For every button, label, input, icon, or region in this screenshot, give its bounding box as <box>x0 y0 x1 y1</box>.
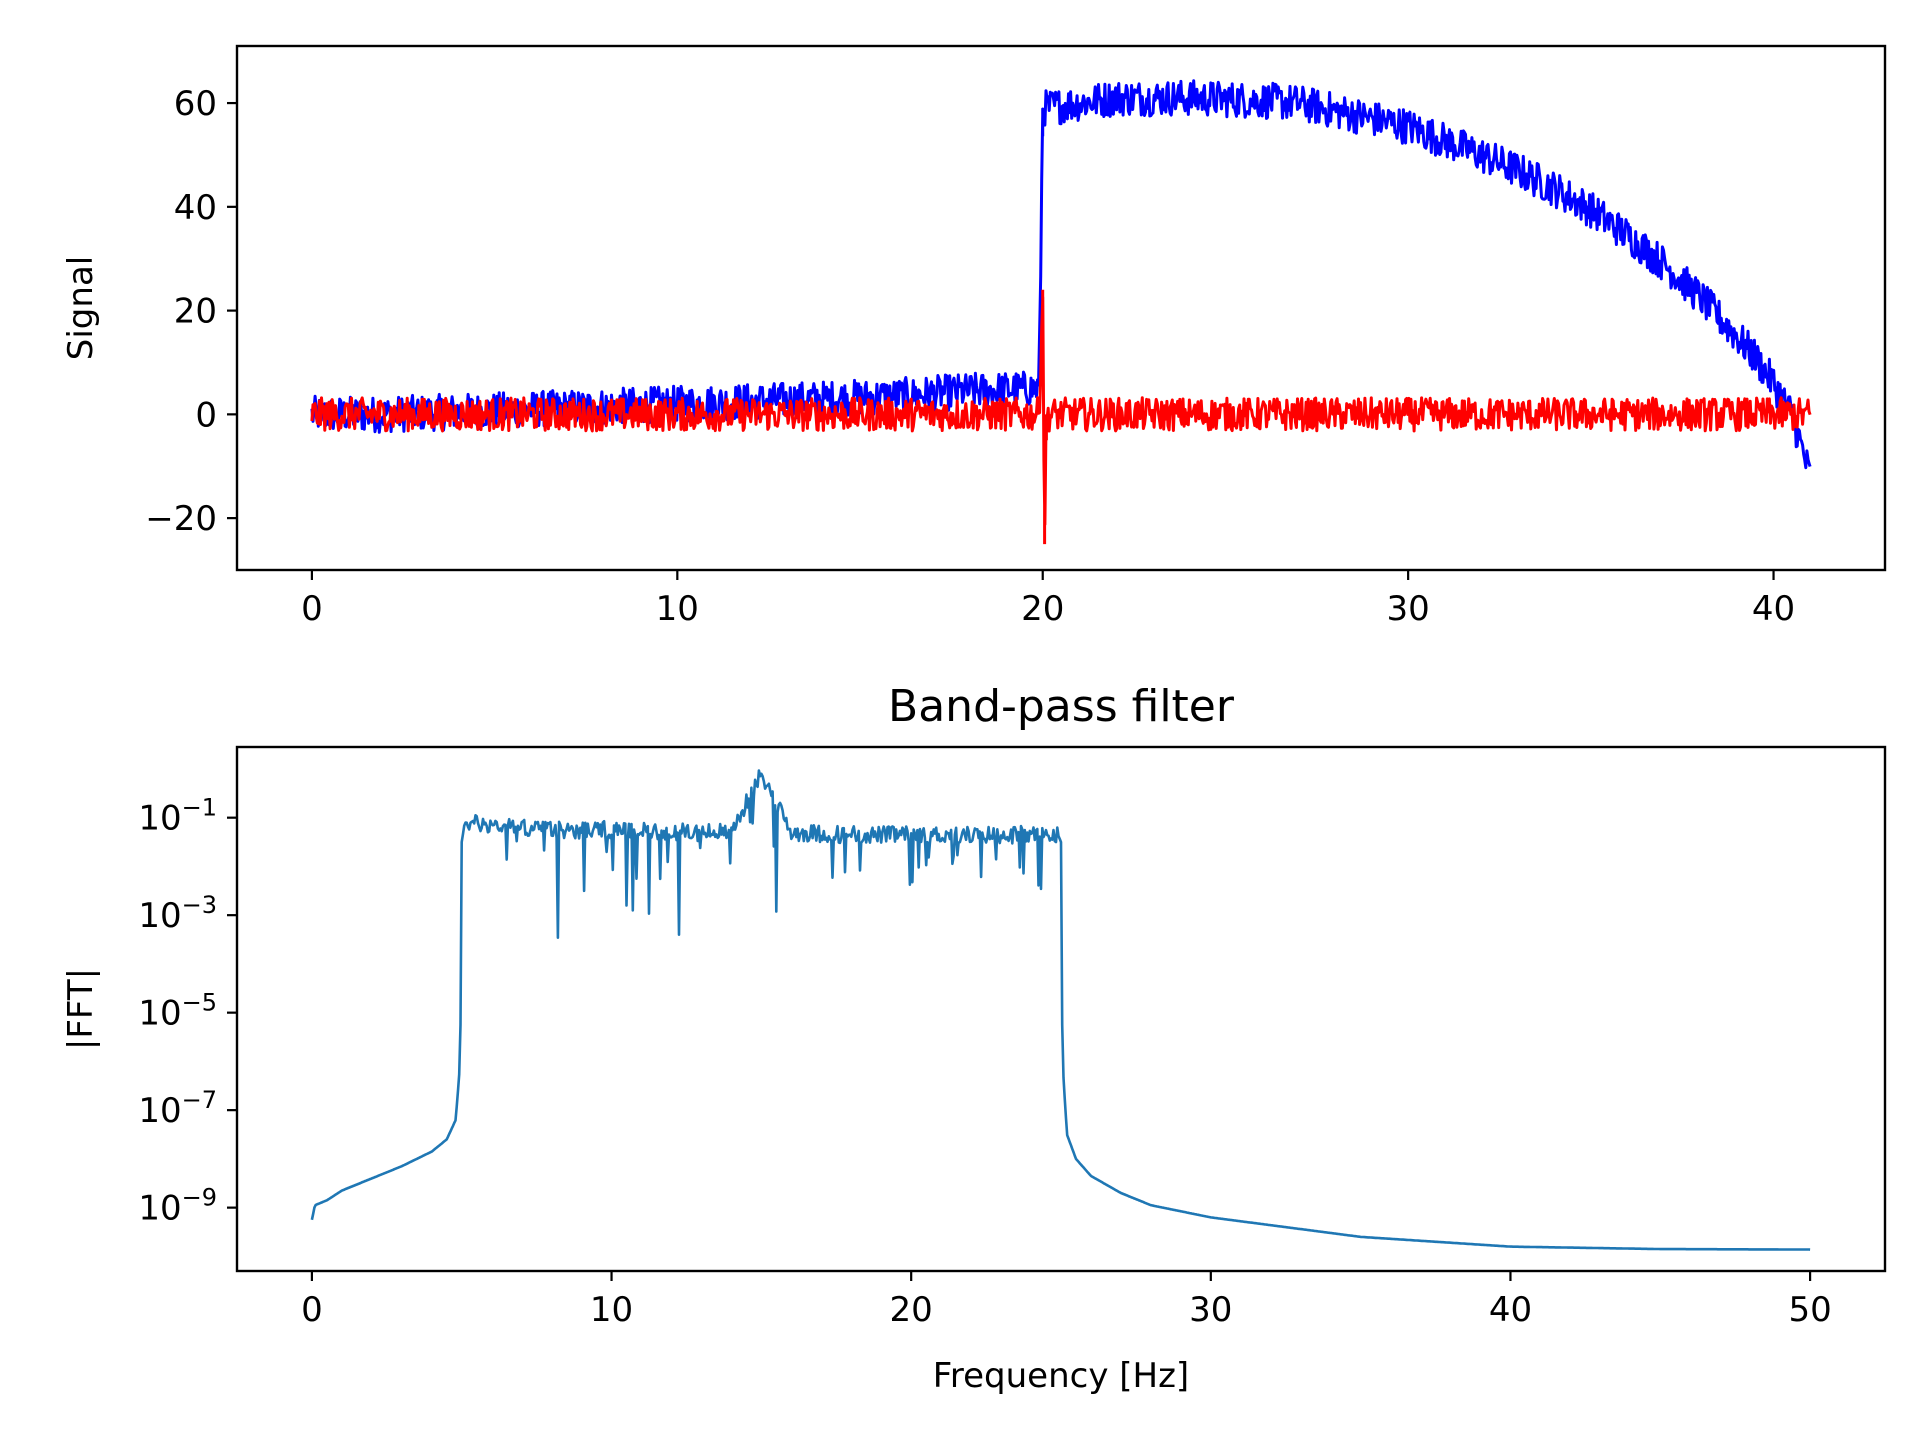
fft-magnitude-line <box>310 769 1811 1251</box>
signal-plot-area <box>310 79 1812 545</box>
fft-y-tick-label: 10−1 <box>138 794 217 839</box>
fft-x-axis-label: Frequency [Hz] <box>933 1356 1189 1396</box>
fft-y-axis-label: |FFT| <box>61 968 101 1050</box>
fft-chart-title: Band-pass filter <box>888 681 1235 732</box>
fft-x-axis: 0 10 20 30 40 50 <box>301 1271 1832 1330</box>
signal-y-tick-label: 0 <box>195 395 217 435</box>
fft-y-axis: 10−1 10−3 10−5 10−7 10−9 <box>138 794 237 1229</box>
signal-x-tick-label: 30 <box>1387 589 1430 629</box>
signal-y-tick-label: −20 <box>145 499 217 539</box>
signal-axes-frame <box>235 44 1887 572</box>
fft-y-tick-label: 10−9 <box>138 1184 217 1229</box>
fft-x-tick-label: 20 <box>890 1290 933 1330</box>
fft-y-tick-label: 10−5 <box>138 989 217 1034</box>
signal-y-axis: −20 0 20 40 60 <box>145 84 237 539</box>
signal-x-tick-label: 20 <box>1021 589 1064 629</box>
signal-y-tick-label: 20 <box>174 292 217 332</box>
fft-panel: Band-pass filter 0 10 20 30 40 50 10−110−310−… <box>61 681 1887 1396</box>
signal-x-tick-label: 40 <box>1752 589 1795 629</box>
fft-y-tick-label: 10−3 <box>138 891 217 936</box>
fft-x-tick-label: 50 <box>1788 1290 1831 1330</box>
signal-x-tick-label: 10 <box>656 589 699 629</box>
signal-x-axis: 0 10 20 30 40 <box>301 570 1795 629</box>
signal-filtered-line <box>310 289 1812 545</box>
fft-x-tick-label: 0 <box>301 1290 323 1330</box>
signal-y-tick-label: 40 <box>174 188 217 228</box>
signal-panel: 0 10 20 30 40 −20 0 20 40 60 Signal <box>61 44 1887 629</box>
fft-x-tick-label: 30 <box>1189 1290 1232 1330</box>
fft-x-tick-label: 10 <box>590 1290 633 1330</box>
fft-y-tick-label: 10−7 <box>138 1086 217 1131</box>
signal-y-axis-label: Signal <box>61 256 101 360</box>
fft-plot-area <box>310 769 1811 1251</box>
signal-x-tick-label: 0 <box>301 589 323 629</box>
signal-y-tick-label: 60 <box>174 84 217 124</box>
fft-x-tick-label: 40 <box>1489 1290 1532 1330</box>
fft-axes-frame <box>235 745 1887 1273</box>
